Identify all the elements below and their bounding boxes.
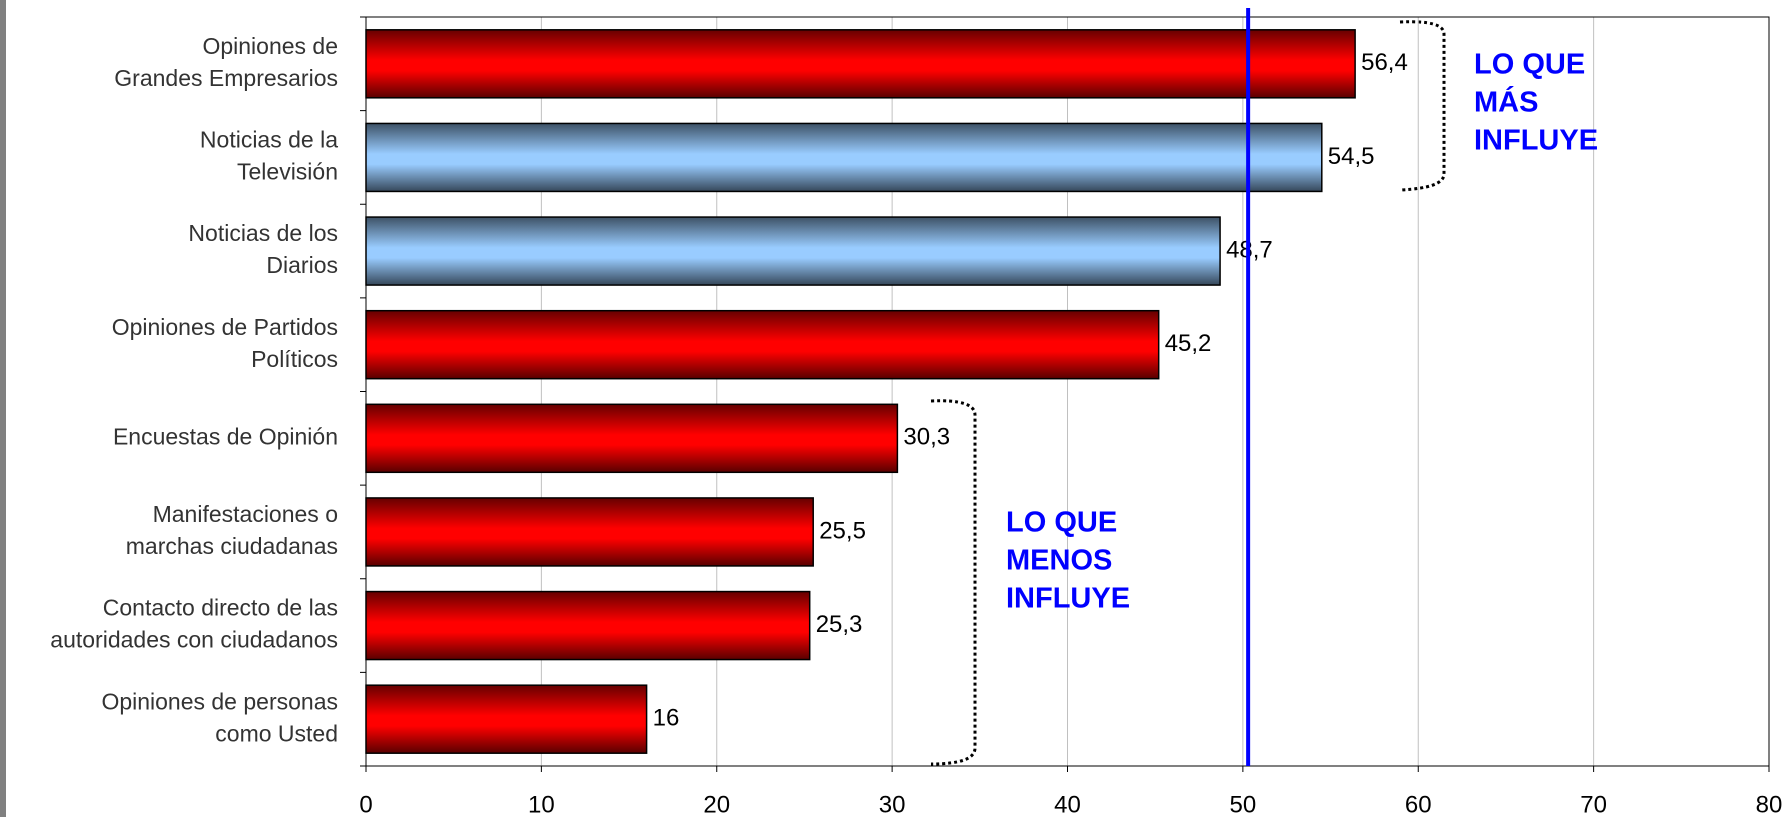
y-tick-label: Contacto directo de las [103,595,338,621]
bar-shade [365,590,811,661]
x-tick-label: 80 [1756,791,1783,817]
y-tick-label: Opiniones de [202,33,338,59]
y-tick-label: Opiniones de personas [101,688,338,714]
annotation: LO QUE [1006,507,1117,539]
left-border [0,0,6,817]
bracket [1399,20,1446,192]
value-label: 30,3 [903,424,950,451]
bar-shade [365,216,1221,286]
y-tick-label: Televisión [237,159,338,185]
y-tick-label: Grandes Empresarios [114,65,338,91]
x-tick-label: 70 [1580,791,1607,817]
x-tick-label: 50 [1230,791,1257,817]
x-tick-label: 60 [1405,791,1432,817]
bar-shade [365,497,814,567]
y-tick-label: Políticos [251,346,338,372]
y-tick-label: Opiniones de Partidos [112,314,338,340]
annotation: MÁS [1474,85,1538,119]
value-label: 45,2 [1165,330,1212,357]
x-tick-label: 10 [528,791,555,817]
annotation: INFLUYE [1474,125,1598,157]
annotation: LO QUE [1474,49,1585,81]
x-tick-label: 20 [703,791,730,817]
x-tick-label: 40 [1054,791,1081,817]
y-tick-label: autoridades con ciudadanos [50,627,338,653]
bar-shade [365,684,648,754]
x-tick-label: 0 [359,791,372,817]
bar-shade [365,29,1356,99]
value-label: 16 [653,705,680,732]
value-label: 54,5 [1328,143,1375,170]
y-tick-label: Encuestas de Opinión [113,423,338,449]
y-tick-label: Diarios [266,252,338,278]
bar-shade [365,309,1160,380]
annotation: INFLUYE [1006,583,1130,615]
bar-shade [365,403,899,474]
y-tick-label: Noticias de la [200,127,338,153]
x-tick-label: 30 [879,791,906,817]
y-tick-label: Manifestaciones o [153,501,338,527]
y-tick-label: Noticias de los [188,220,338,246]
value-label: 25,5 [819,517,866,544]
y-tick-label: como Usted [215,720,338,746]
value-label: 56,4 [1361,49,1408,76]
bracket [930,399,977,766]
y-tick-label: marchas ciudadanas [126,533,338,559]
bar-shade [365,122,1323,193]
value-label: 25,3 [816,611,863,638]
annotation: MENOS [1006,545,1112,577]
